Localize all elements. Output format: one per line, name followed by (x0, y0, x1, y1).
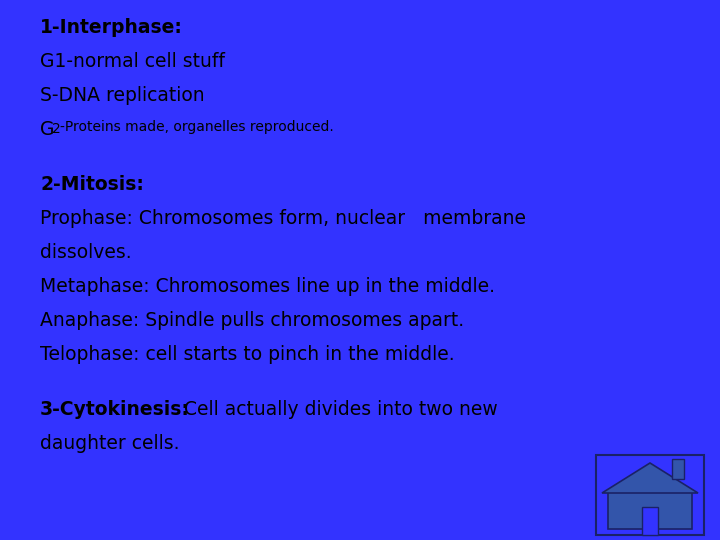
FancyBboxPatch shape (596, 455, 704, 535)
Polygon shape (602, 463, 698, 493)
FancyBboxPatch shape (642, 507, 658, 535)
Text: S-DNA replication: S-DNA replication (40, 86, 204, 105)
Text: Anaphase: Spindle pulls chromosomes apart.: Anaphase: Spindle pulls chromosomes apar… (40, 311, 464, 330)
Text: 3-Cytokinesis:: 3-Cytokinesis: (40, 400, 190, 419)
Text: 2-Mitosis:: 2-Mitosis: (40, 175, 144, 194)
Text: 2: 2 (52, 122, 60, 136)
Text: -Proteins made, organelles reproduced.: -Proteins made, organelles reproduced. (60, 120, 334, 134)
Text: Metaphase: Chromosomes line up in the middle.: Metaphase: Chromosomes line up in the mi… (40, 277, 495, 296)
Text: Telophase: cell starts to pinch in the middle.: Telophase: cell starts to pinch in the m… (40, 345, 454, 364)
FancyBboxPatch shape (672, 459, 684, 479)
FancyBboxPatch shape (608, 491, 692, 529)
Text: G1-normal cell stuff: G1-normal cell stuff (40, 52, 225, 71)
Text: Prophase: Chromosomes form, nuclear   membrane: Prophase: Chromosomes form, nuclear memb… (40, 209, 526, 228)
Text: dissolves.: dissolves. (40, 243, 132, 262)
Text: daughter cells.: daughter cells. (40, 434, 179, 453)
Text: G: G (40, 120, 55, 139)
Text: 1-Interphase:: 1-Interphase: (40, 18, 183, 37)
Text: Cell actually divides into two new: Cell actually divides into two new (178, 400, 498, 419)
